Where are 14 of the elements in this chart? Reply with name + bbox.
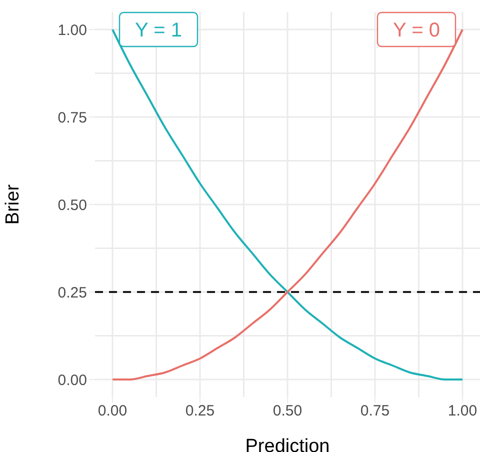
y-tick-label: 0.25 bbox=[58, 284, 87, 302]
y-tick-label: 0.75 bbox=[58, 109, 87, 126]
x-tick-label: 0.50 bbox=[272, 402, 302, 420]
x-tick-label: 0.00 bbox=[98, 402, 128, 420]
y-tick-label: 1.00 bbox=[58, 22, 87, 39]
x-tick-label: 0.75 bbox=[360, 402, 390, 420]
x-tick-label: 0.25 bbox=[185, 402, 215, 420]
y-axis-title: Brier bbox=[2, 184, 24, 225]
series-label: Y = 1 bbox=[135, 20, 182, 42]
y-tick-label: 0.00 bbox=[58, 372, 87, 389]
y-tick-label: 0.50 bbox=[58, 196, 87, 214]
x-axis-title: Prediction bbox=[245, 436, 330, 452]
x-tick-label: 1.00 bbox=[448, 402, 478, 420]
series-label: Y = 0 bbox=[393, 20, 440, 42]
